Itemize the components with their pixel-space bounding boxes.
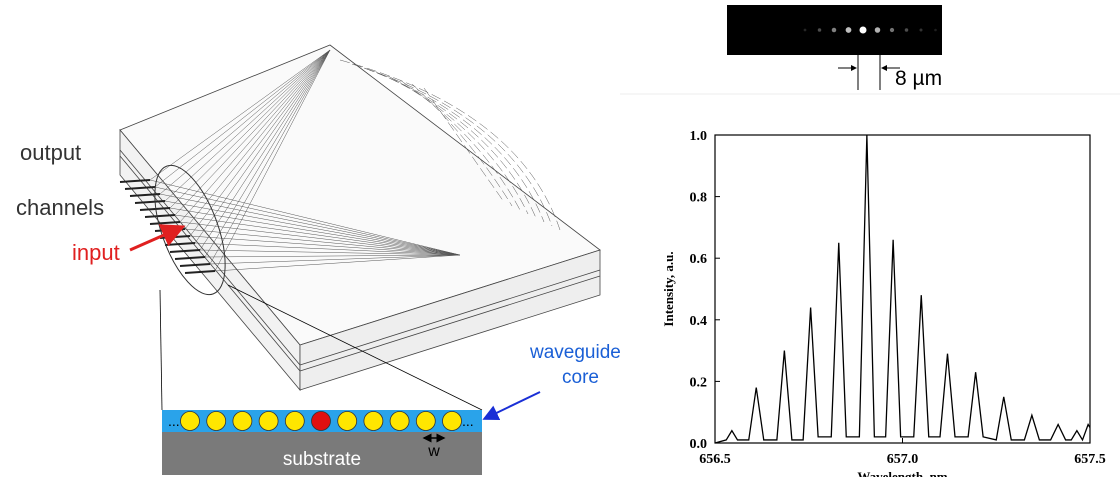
spot xyxy=(905,28,909,32)
core-arrow xyxy=(486,392,540,418)
x-axis-label: Wavelength, nm xyxy=(857,469,947,477)
spot xyxy=(934,29,937,32)
core xyxy=(285,412,304,431)
y-tick-label: 0.0 xyxy=(690,437,708,452)
core xyxy=(259,412,278,431)
dots: ... xyxy=(462,413,474,429)
core xyxy=(181,412,200,431)
spacing-label: 8 µm xyxy=(895,67,942,90)
core xyxy=(443,412,462,431)
spectrum-chart: 0.0 0.2 0.4 0.6 0.8 1.0 656.5 657.0 657.5 Wavelen… xyxy=(661,129,1106,477)
spot xyxy=(818,28,822,32)
plot-frame xyxy=(715,135,1090,443)
spot xyxy=(832,28,837,33)
core xyxy=(312,412,331,431)
spot xyxy=(890,28,894,32)
figure: output channels input waveguide core ...… xyxy=(0,0,1120,477)
y-axis-label: Intensity, a.u. xyxy=(661,251,676,326)
core xyxy=(338,412,357,431)
substrate-label: substrate xyxy=(283,449,361,470)
spectrum-line xyxy=(715,135,1090,443)
core-label: waveguide xyxy=(529,342,621,363)
core xyxy=(364,412,383,431)
spot xyxy=(860,27,867,34)
output-label: output xyxy=(20,140,81,165)
y-tick-label: 0.6 xyxy=(690,252,708,267)
spot xyxy=(804,29,807,32)
spot xyxy=(875,27,881,33)
x-tick-label: 657.0 xyxy=(887,452,919,467)
y-tick-label: 0.8 xyxy=(690,191,708,206)
output-label: channels xyxy=(16,195,104,220)
core-array xyxy=(181,412,462,431)
spot xyxy=(920,29,923,32)
spot xyxy=(846,27,852,33)
x-tick-label: 656.5 xyxy=(699,452,731,467)
core-label: core xyxy=(562,367,599,388)
dots: ... xyxy=(168,413,180,429)
width-label: w xyxy=(427,443,440,460)
chip-diagram xyxy=(120,45,600,410)
core xyxy=(207,412,226,431)
page: output channels input waveguide core ...… xyxy=(0,0,1120,477)
y-tick-label: 0.2 xyxy=(690,375,708,390)
y-tick-label: 1.0 xyxy=(690,129,708,144)
core xyxy=(233,412,252,431)
input-arrow xyxy=(130,228,180,250)
y-tick-label: 0.4 xyxy=(690,314,708,329)
input-label: input xyxy=(72,240,120,265)
x-tick-label: 657.5 xyxy=(1074,452,1106,467)
core xyxy=(390,412,409,431)
core xyxy=(416,412,435,431)
